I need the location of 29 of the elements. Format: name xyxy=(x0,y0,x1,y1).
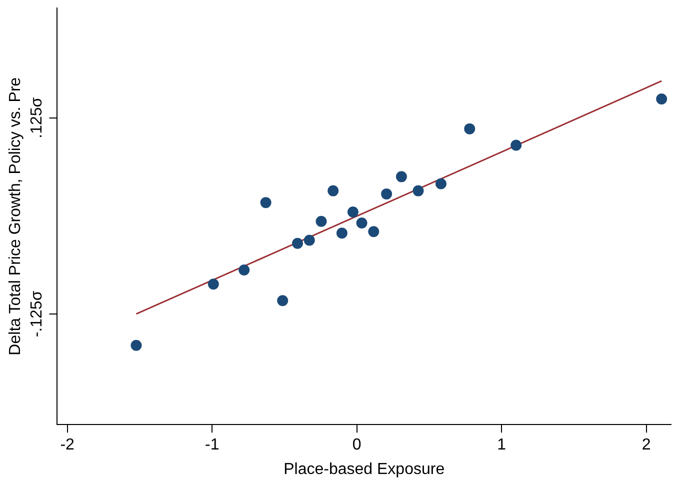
point xyxy=(130,340,142,351)
x-tick-label: -2 xyxy=(60,436,75,454)
point xyxy=(368,226,380,238)
point xyxy=(464,123,476,134)
x-axis-title: Place-based Exposure xyxy=(284,460,445,478)
x-tick-label: 2 xyxy=(642,436,651,454)
point xyxy=(292,238,304,249)
point xyxy=(316,216,327,227)
x-tick-label: -1 xyxy=(204,436,220,454)
y-tick-label: .125σ xyxy=(28,97,46,138)
y-axis-title: Delta Total Price Growth, Policy vs. Pre xyxy=(7,77,24,356)
point xyxy=(381,188,392,200)
x-tick-label: 0 xyxy=(352,436,362,454)
x-tick-label: 1 xyxy=(497,436,506,454)
point xyxy=(396,171,407,182)
point xyxy=(260,197,272,208)
point xyxy=(412,185,424,196)
point xyxy=(208,278,219,290)
point xyxy=(347,206,358,218)
point xyxy=(435,178,446,190)
point xyxy=(656,94,668,105)
point xyxy=(277,295,288,306)
point xyxy=(356,217,368,228)
point xyxy=(510,140,522,151)
point xyxy=(328,185,339,196)
point xyxy=(238,264,250,276)
point xyxy=(336,228,348,239)
point xyxy=(304,234,315,246)
y-tick-label: -.125σ xyxy=(28,290,46,338)
